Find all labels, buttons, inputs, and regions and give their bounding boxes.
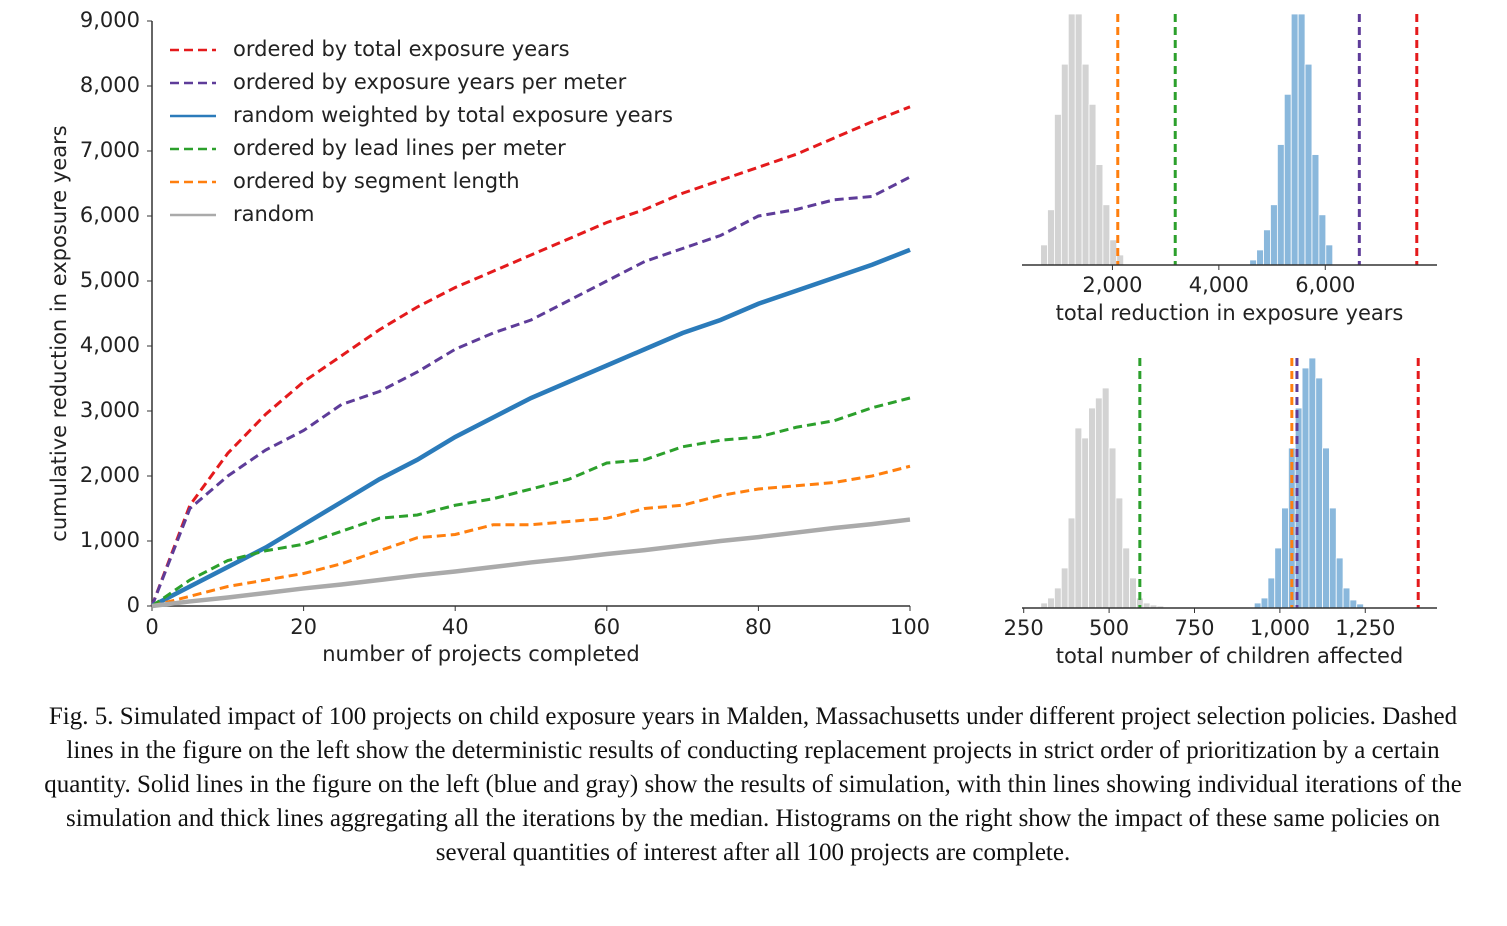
histogram-bar (1270, 204, 1278, 266)
x-axis-label: total number of children affected (1056, 644, 1403, 668)
histogram-bar (1101, 387, 1110, 609)
histogram-bar (1290, 13, 1299, 266)
histogram-bar (1256, 249, 1264, 266)
histogram-bar (1108, 447, 1117, 609)
x-tick-label: 1,250 (1335, 616, 1395, 640)
histogram-bar (1074, 427, 1083, 609)
x-tick-label: 250 (1004, 616, 1044, 640)
y-tick-label: 9,000 (80, 8, 140, 32)
histogram-bar (1060, 567, 1069, 609)
y-tick-label: 3,000 (80, 398, 140, 422)
histogram-bar (1040, 244, 1048, 266)
x-tick-label: 0 (145, 615, 158, 639)
y-tick-label: 2,000 (80, 463, 140, 487)
histogram-bar (1060, 63, 1069, 266)
histogram-bar (1122, 547, 1130, 609)
histogram-bar (1322, 447, 1330, 609)
histogram-bar (1054, 114, 1062, 266)
y-axis-label: cumulative reduction in exposure years (47, 125, 71, 541)
histogram-bar (1318, 214, 1327, 266)
histogram-bar (1283, 93, 1292, 266)
histogram-bar (1074, 13, 1083, 266)
histogram-bar (1081, 437, 1090, 609)
histogram-bar (1047, 597, 1055, 609)
x-tick-label: 100 (890, 615, 930, 639)
histogram-bar (1095, 397, 1103, 609)
series-line (151, 396, 911, 608)
series-line (151, 464, 911, 608)
histogram-bar (1095, 164, 1104, 266)
histogram-bar (1335, 557, 1344, 609)
histogram-bar (1054, 587, 1062, 609)
histogram-bar (1304, 63, 1313, 266)
y-tick-label: 6,000 (80, 203, 140, 227)
histogram-bar (1249, 259, 1258, 266)
x-tick-label: 2,000 (1082, 273, 1142, 297)
histogram-bar (1349, 599, 1358, 609)
legend-label: ordered by segment length (233, 169, 520, 193)
histogram-bar (1325, 244, 1334, 266)
y-tick-label: 5,000 (80, 268, 140, 292)
histogram-bar (1315, 377, 1323, 609)
y-tick-label: 4,000 (80, 333, 140, 357)
legend-label: random weighted by total exposure years (233, 103, 673, 127)
histogram-bar (1281, 507, 1289, 609)
x-axis-label: number of projects completed (322, 642, 639, 666)
x-tick-label: 80 (745, 615, 772, 639)
figure: 0 1,000 2,000 3,000 4,000 5,000 6,000 7,000 8,00… (47, 8, 1437, 668)
histogram-bar (1342, 587, 1351, 609)
histogram-bar (1067, 13, 1076, 266)
series-line (151, 517, 911, 609)
y-tick-label: 0 (127, 593, 140, 617)
histogram-bar (1274, 547, 1282, 609)
histogram-bar (1109, 239, 1118, 266)
histogram-bar (1129, 577, 1137, 609)
histogram-bar (1263, 229, 1271, 266)
legend-label: ordered by lead lines per meter (233, 136, 566, 160)
histogram-bar (1088, 103, 1097, 266)
y-tick-label: 1,000 (80, 528, 140, 552)
histogram-bar (1311, 154, 1320, 266)
histogram-bar (1102, 204, 1111, 266)
histogram-bar (1329, 507, 1337, 609)
histogram-bar (1308, 357, 1317, 609)
histogram-bar (1301, 367, 1310, 609)
histogram-bar (1088, 407, 1096, 609)
caption: Fig. 5. Simulated impact of 100 projects… (44, 703, 1462, 866)
x-tick-label: 40 (442, 615, 469, 639)
y-tick-label: 7,000 (80, 138, 140, 162)
series-line (150, 175, 911, 607)
y-tick-label: 8,000 (80, 73, 140, 97)
histogram-bar (1297, 13, 1306, 266)
histogram-bar (1260, 597, 1269, 609)
histogram-bar (1115, 497, 1124, 609)
histogram-bar (1047, 209, 1055, 266)
legend-label: random (233, 202, 314, 226)
x-tick-label: 4,000 (1189, 273, 1249, 297)
x-tick-label: 750 (1174, 616, 1214, 640)
histogram-bar (1267, 577, 1276, 609)
x-axis-label: total reduction in exposure years (1056, 301, 1404, 325)
series-line (150, 247, 911, 609)
legend-label: ordered by total exposure years (233, 37, 570, 61)
histogram-bar (1067, 517, 1076, 609)
x-tick-label: 60 (593, 615, 620, 639)
x-tick-label: 6,000 (1295, 273, 1355, 297)
legend-label: ordered by exposure years per meter (233, 70, 627, 94)
histogram-bar (1081, 63, 1090, 266)
histogram-bar (1276, 144, 1285, 266)
series-line (150, 105, 911, 607)
x-tick-label: 1,000 (1250, 616, 1310, 640)
x-tick-label: 500 (1089, 616, 1129, 640)
x-tick-label: 20 (290, 615, 317, 639)
